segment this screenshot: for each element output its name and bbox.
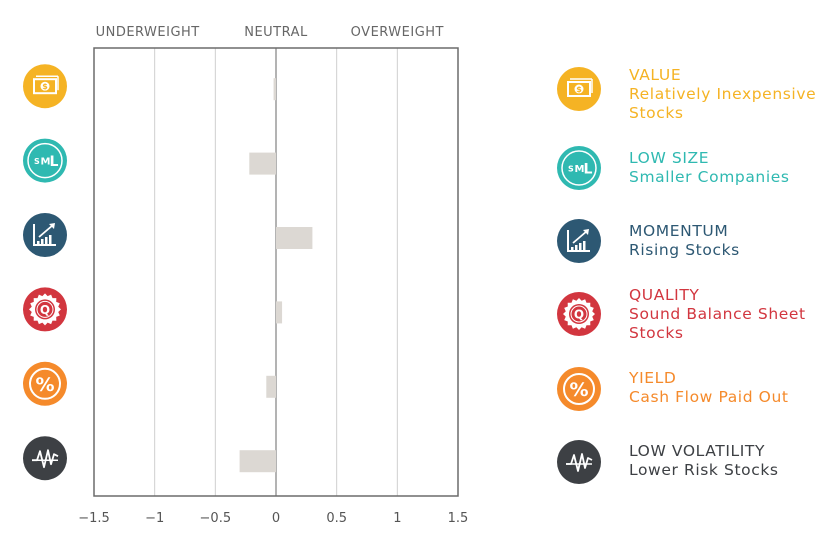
factor-chart: $ S M L Q% −1.5 −1 −0.5 0 0.5 1 1.5 UNDERWEIGHT NEUTR… [23, 25, 469, 526]
svg-text:$: $ [576, 85, 582, 94]
dollar-bill-icon: $ [557, 67, 601, 111]
volatility-wave-icon [557, 440, 601, 484]
svg-text:%: % [569, 379, 588, 401]
top-label-neutral: NEUTRAL [244, 25, 308, 40]
rising-chart-icon [23, 213, 67, 257]
svg-text:$: $ [42, 82, 48, 91]
svg-text:Q: Q [40, 303, 50, 317]
legend-title-yield: YIELD [629, 369, 677, 387]
x-tick-label: 1.5 [448, 511, 469, 526]
percent-icon: % [557, 367, 601, 411]
svg-text:Q: Q [574, 308, 584, 322]
plot-frame [93, 47, 459, 497]
svg-text:S: S [34, 157, 40, 166]
legend-title-quality: QUALITY [629, 286, 700, 304]
legend-desc-momentum: Rising Stocks [629, 241, 740, 259]
top-label-overweight: OVERWEIGHT [351, 25, 444, 40]
x-tick-label: −0.5 [200, 511, 232, 526]
legend-desc-quality: Sound Balance Sheet Stocks [629, 305, 806, 342]
svg-text:S: S [568, 165, 574, 174]
bar-value [273, 78, 276, 101]
quality-seal-icon: Q [557, 292, 601, 336]
legend-title-low-size: LOW SIZE [629, 149, 710, 167]
x-tick-label: 0.5 [326, 511, 347, 526]
rising-chart-icon [557, 219, 601, 263]
bar-yield [266, 375, 276, 398]
svg-text:M: M [41, 157, 51, 168]
svg-text:L: L [50, 154, 59, 170]
x-tick-label: 1 [393, 511, 401, 526]
dollar-bill-icon: $ [23, 64, 67, 109]
legend-title-low-volatility: LOW VOLATILITY [629, 442, 766, 460]
percent-icon: % [23, 361, 67, 406]
svg-text:L: L [584, 162, 593, 178]
x-tick-label: −1 [145, 511, 164, 526]
bar-quality [276, 301, 283, 324]
legend-title-momentum: MOMENTUM [629, 222, 729, 240]
bar-low-size [249, 152, 276, 175]
svg-text:M: M [575, 164, 585, 175]
volatility-wave-icon [23, 436, 67, 481]
svg-text:%: % [35, 374, 54, 396]
x-tick-label: 0 [272, 511, 280, 526]
bar-momentum [276, 227, 313, 249]
x-tick-label: −1.5 [78, 511, 110, 526]
legend-title-value: VALUE [629, 66, 682, 84]
legend-desc-low-size: Smaller Companies [629, 168, 790, 186]
legend-desc-low-volatility: Lower Risk Stocks [629, 461, 779, 479]
bar-low-volatility [239, 450, 276, 473]
quality-seal-icon: Q [23, 287, 67, 332]
legend-desc-value: Relatively Inexpensive Stocks [629, 85, 817, 122]
top-label-underweight: UNDERWEIGHT [96, 25, 200, 40]
legend-desc-yield: Cash Flow Paid Out [629, 388, 789, 406]
